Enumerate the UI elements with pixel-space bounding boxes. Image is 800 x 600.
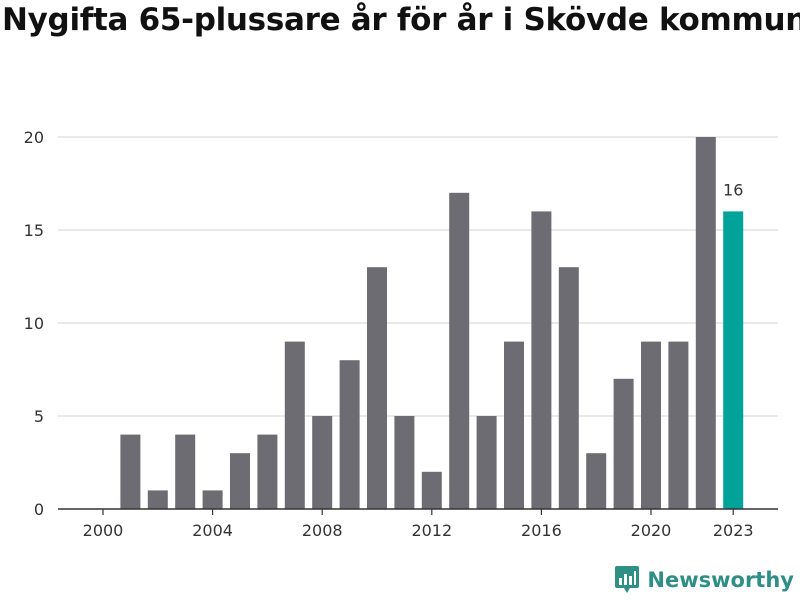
bar: [641, 341, 661, 509]
brand-name: Newsworthy: [647, 568, 794, 592]
x-tick-label: 2023: [713, 521, 754, 540]
y-tick-label: 10: [24, 314, 44, 333]
brand-logo: Newsworthy: [615, 566, 794, 594]
x-tick-label: 2012: [411, 521, 452, 540]
bar: [504, 341, 524, 509]
bar: [449, 192, 470, 510]
bar: [120, 434, 141, 509]
chart-title: Nygifta 65-plussare år för år i Skövde k…: [2, 2, 800, 38]
y-tick-label: 0: [34, 500, 44, 519]
newsworthy-logo-icon: [615, 566, 640, 593]
y-tick-label: 20: [24, 128, 44, 147]
bar: [586, 453, 607, 509]
bar: [312, 416, 333, 509]
bar: [695, 137, 716, 509]
y-tick-label: 5: [34, 407, 44, 426]
bar: [147, 490, 168, 509]
x-tick-label: 2008: [302, 521, 343, 540]
bar: [230, 453, 250, 509]
bar: [367, 267, 387, 509]
bar: [613, 378, 634, 509]
bar: [339, 360, 360, 509]
y-tick-label: 15: [24, 221, 44, 240]
bar: [421, 471, 442, 509]
bar: [394, 416, 415, 509]
bar: [531, 211, 552, 509]
bar: [175, 434, 196, 509]
bar: [257, 434, 278, 509]
bar-highlight: [723, 211, 744, 509]
x-tick-label: 2000: [83, 521, 124, 540]
bar: [558, 267, 579, 509]
bar: [668, 341, 689, 509]
data-label: 16: [723, 180, 743, 199]
bar: [202, 490, 223, 509]
bar: [476, 416, 497, 509]
x-tick-label: 2004: [192, 521, 233, 540]
x-tick-label: 2020: [631, 521, 672, 540]
x-tick-label: 2016: [521, 521, 562, 540]
bar: [284, 341, 305, 509]
